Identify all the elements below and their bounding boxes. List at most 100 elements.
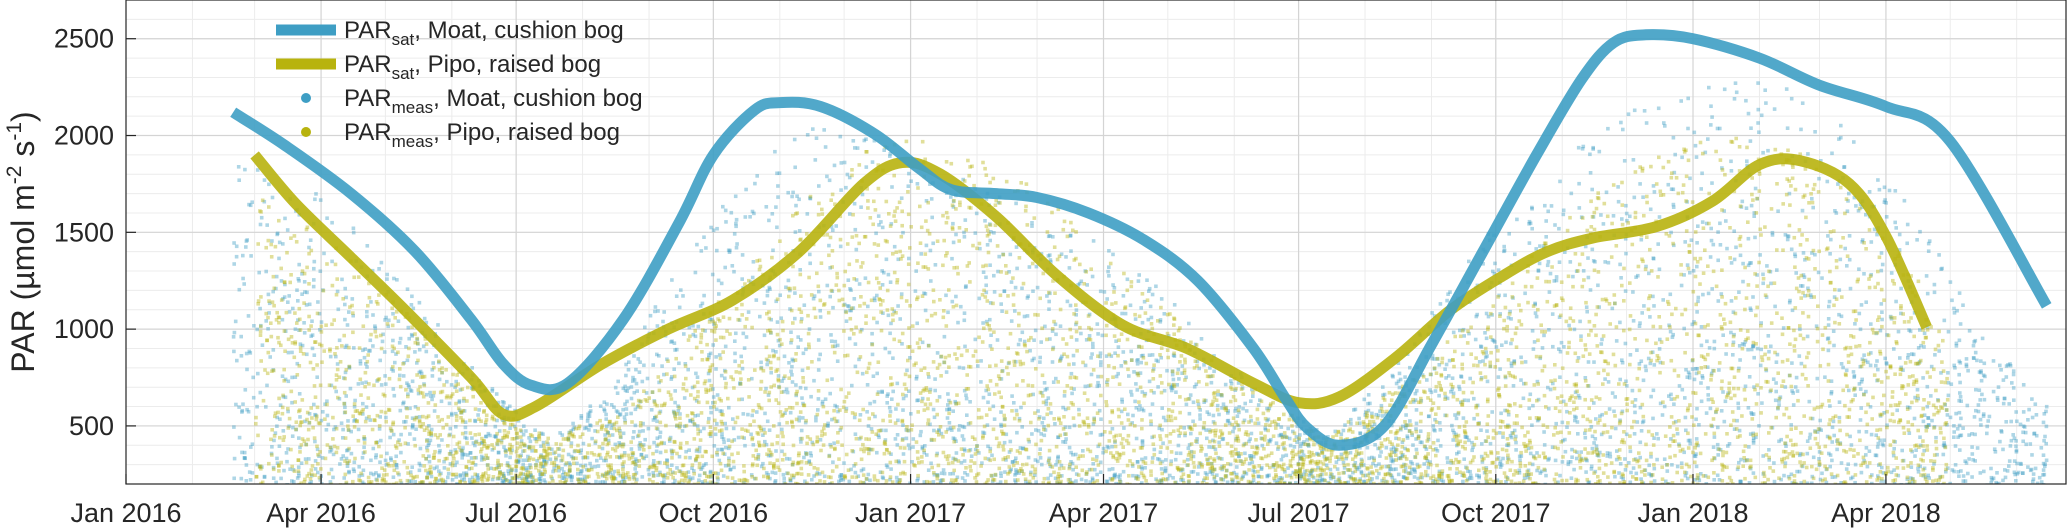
scatter-point [1964, 357, 1969, 361]
scatter-point [636, 493, 640, 497]
scatter-point [962, 447, 967, 451]
scatter-point [1107, 265, 1111, 269]
scatter-point [563, 480, 568, 484]
scatter-point [250, 200, 254, 204]
scatter-point [616, 379, 620, 384]
scatter-point [275, 415, 279, 420]
scatter-point [1695, 310, 1699, 314]
scatter-point [632, 491, 636, 495]
scatter-point [1241, 406, 1245, 411]
scatter-point [2022, 425, 2027, 429]
scatter-point [1140, 390, 1145, 394]
scatter-point [1381, 393, 1385, 397]
scatter-point [1731, 340, 1736, 345]
scatter-point [323, 402, 327, 406]
scatter-point [1016, 342, 1021, 347]
scatter-point [1636, 273, 1640, 278]
scatter-point [524, 476, 529, 481]
scatter-point [1577, 181, 1581, 186]
scatter-point [552, 466, 556, 471]
scatter-point [1953, 492, 1957, 496]
scatter-point [1682, 492, 1686, 496]
scatter-point [786, 190, 790, 195]
scatter-point [1921, 419, 1926, 424]
scatter-point [1363, 413, 1368, 417]
scatter-point [1236, 451, 1240, 455]
scatter-point [955, 488, 959, 492]
scatter-point [346, 428, 351, 432]
scatter-point [339, 457, 344, 461]
scatter-point [670, 463, 674, 467]
scatter-point [1048, 464, 1053, 469]
scatter-point [1384, 412, 1388, 416]
scatter-point [1352, 493, 1356, 497]
scatter-point [1398, 377, 1403, 382]
scatter-point [1217, 488, 1221, 492]
scatter-point [622, 486, 626, 490]
scatter-point [1130, 421, 1134, 425]
scatter-point [1265, 473, 1270, 478]
scatter-point [981, 430, 985, 435]
scatter-point [1882, 200, 1887, 204]
scatter-point [1508, 433, 1513, 438]
scatter-point [342, 401, 347, 406]
scatter-point [657, 489, 661, 493]
scatter-point [1593, 260, 1597, 264]
scatter-point [324, 428, 329, 432]
scatter-point [470, 436, 474, 440]
scatter-point [295, 288, 299, 292]
scatter-point [593, 441, 598, 445]
scatter-point [842, 461, 846, 465]
scatter-point [252, 324, 256, 328]
scatter-point [401, 401, 405, 406]
scatter-point [740, 397, 744, 402]
scatter-point [1623, 237, 1628, 241]
scatter-point [1910, 449, 1914, 454]
scatter-point [579, 463, 583, 468]
scatter-point [357, 474, 362, 478]
scatter-point [424, 494, 428, 498]
scatter-point [1315, 488, 1319, 492]
scatter-point [397, 493, 401, 497]
scatter-point [675, 466, 679, 470]
scatter-point [1365, 445, 1370, 450]
scatter-point [1409, 467, 1414, 472]
scatter-point [1515, 217, 1519, 222]
scatter-point [2041, 420, 2046, 425]
scatter-point [1313, 482, 1317, 484]
scatter-point [1635, 348, 1639, 352]
scatter-point [683, 362, 688, 366]
scatter-point [364, 362, 368, 366]
scatter-point [1747, 445, 1751, 449]
scatter-point [1879, 268, 1884, 273]
scatter-point [1908, 329, 1913, 334]
scatter-point [762, 333, 767, 338]
scatter-point [1490, 410, 1494, 414]
scatter-point [1693, 143, 1698, 148]
scatter-point [749, 493, 753, 497]
scatter-point [462, 409, 467, 413]
scatter-point [1957, 410, 1962, 415]
scatter-point [1808, 293, 1813, 297]
scatter-point [1123, 360, 1127, 364]
scatter-point [916, 487, 920, 491]
scatter-point [664, 493, 668, 497]
scatter-point [1308, 471, 1313, 475]
scatter-point [496, 450, 501, 455]
scatter-point [896, 418, 900, 423]
scatter-point [716, 471, 720, 476]
scatter-point [682, 332, 686, 336]
scatter-point [1375, 475, 1379, 480]
scatter-point [374, 453, 378, 457]
scatter-point [1587, 490, 1591, 494]
scatter-point [1267, 438, 1271, 443]
scatter-point [732, 465, 736, 470]
scatter-point [801, 416, 805, 420]
scatter-point [1651, 416, 1655, 421]
scatter-point [1543, 468, 1547, 473]
scatter-point [1583, 376, 1588, 380]
scatter-point [1671, 202, 1676, 207]
scatter-point [1895, 408, 1899, 413]
scatter-point [1972, 356, 1976, 360]
scatter-point [576, 493, 580, 497]
